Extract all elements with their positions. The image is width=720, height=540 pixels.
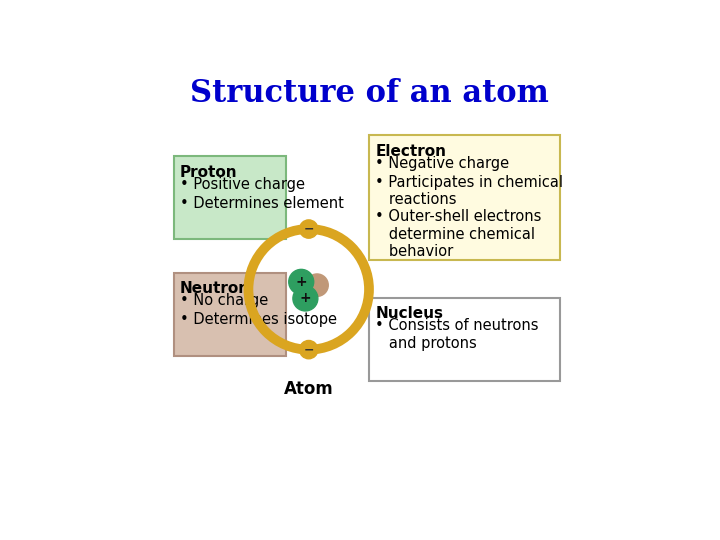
Circle shape [289,269,314,294]
Text: Neutron: Neutron [180,281,250,296]
Circle shape [300,341,318,359]
FancyBboxPatch shape [369,298,560,381]
Text: • No charge: • No charge [180,294,268,308]
FancyBboxPatch shape [369,136,560,260]
Text: +: + [295,275,307,289]
Text: • Consists of neutrons
   and protons: • Consists of neutrons and protons [375,319,539,351]
Text: Nucleus: Nucleus [375,306,444,321]
Text: • Negative charge: • Negative charge [375,156,509,171]
Circle shape [306,274,328,296]
Circle shape [300,220,318,238]
FancyBboxPatch shape [174,156,286,239]
Text: Structure of an atom: Structure of an atom [189,78,549,110]
Text: Proton: Proton [180,165,238,180]
FancyBboxPatch shape [174,273,286,356]
Text: • Outer-shell electrons
   determine chemical
   behavior: • Outer-shell electrons determine chemic… [375,210,541,259]
Text: • Determines element: • Determines element [180,196,343,211]
Text: • Positive charge: • Positive charge [180,177,305,192]
Text: −: − [303,222,314,235]
Text: −: − [303,343,314,356]
Text: • Determines isotope: • Determines isotope [180,312,337,327]
Text: Atom: Atom [284,380,333,398]
Text: • Participates in chemical
   reactions: • Participates in chemical reactions [375,175,563,207]
Text: Electron: Electron [375,144,446,159]
Circle shape [293,286,318,311]
Text: +: + [300,292,311,306]
